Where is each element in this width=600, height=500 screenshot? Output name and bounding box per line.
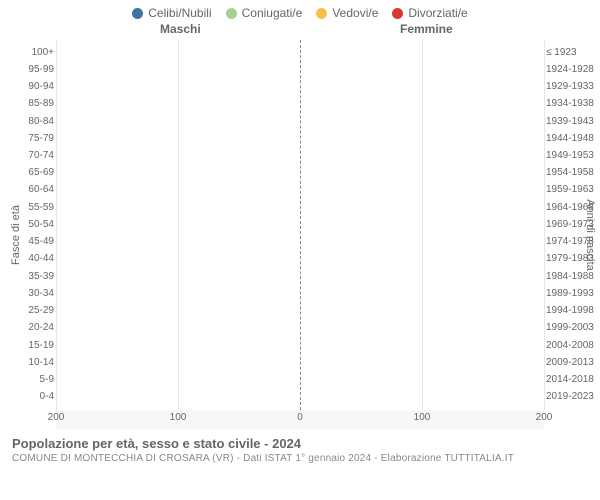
x-axis: 2001000100200 <box>56 410 544 430</box>
birth-year-label: 1969-1973 <box>546 216 600 233</box>
birth-year-label: 1974-1978 <box>546 234 600 251</box>
birth-year-label: 1949-1953 <box>546 147 600 164</box>
pyramid-row <box>56 130 544 147</box>
pyramid-row <box>56 44 544 61</box>
birth-year-label: 1929-1933 <box>546 78 600 95</box>
age-label: 5-9 <box>22 371 54 388</box>
pyramid-row <box>56 285 544 302</box>
birth-year-label: 1924-1928 <box>546 61 600 78</box>
birth-year-label: 1994-1998 <box>546 303 600 320</box>
legend-item: Coniugati/e <box>226 6 303 20</box>
legend-item: Vedovi/e <box>316 6 378 20</box>
chart-container: Celibi/Nubili Coniugati/e Vedovi/e Divorzia… <box>0 0 600 500</box>
pyramid-row <box>56 96 544 113</box>
age-label: 65-69 <box>22 165 54 182</box>
legend-label: Celibi/Nubili <box>148 6 211 20</box>
birth-year-label: 1984-1988 <box>546 268 600 285</box>
x-tick: 100 <box>414 412 431 423</box>
age-label: 50-54 <box>22 216 54 233</box>
legend-label: Divorziati/e <box>408 6 467 20</box>
pyramid-row <box>56 61 544 78</box>
age-label: 0-4 <box>22 389 54 406</box>
pyramid-row <box>56 354 544 371</box>
pyramid-row <box>56 268 544 285</box>
legend-swatch <box>316 8 327 19</box>
birth-year-label: 2009-2013 <box>546 354 600 371</box>
pyramid-row <box>56 78 544 95</box>
x-tick: 200 <box>48 412 65 423</box>
birth-year-label: ≤ 1923 <box>546 44 600 61</box>
female-label: Femmine <box>400 22 453 36</box>
birth-year-label: 2004-2008 <box>546 337 600 354</box>
legend-label: Vedovi/e <box>332 6 378 20</box>
gridline <box>544 40 545 410</box>
age-label: 55-59 <box>22 199 54 216</box>
x-tick: 100 <box>170 412 187 423</box>
x-tick: 200 <box>536 412 553 423</box>
plot-area <box>56 40 544 410</box>
age-label: 80-84 <box>22 113 54 130</box>
legend-label: Coniugati/e <box>242 6 303 20</box>
male-label: Maschi <box>160 22 201 36</box>
birth-year-label: 2019-2023 <box>546 389 600 406</box>
x-tick: 0 <box>297 412 303 423</box>
age-label: 40-44 <box>22 251 54 268</box>
birth-year-label: 2014-2018 <box>546 371 600 388</box>
legend-swatch <box>132 8 143 19</box>
age-label: 20-24 <box>22 320 54 337</box>
pyramid-row <box>56 251 544 268</box>
chart-title: Popolazione per età, sesso e stato civil… <box>12 436 588 451</box>
age-label: 60-64 <box>22 182 54 199</box>
birth-year-label: 1959-1963 <box>546 182 600 199</box>
pyramid-row <box>56 337 544 354</box>
legend-swatch <box>392 8 403 19</box>
pyramid-row <box>56 182 544 199</box>
footer: Popolazione per età, sesso e stato civil… <box>0 430 600 464</box>
pyramid-row <box>56 165 544 182</box>
age-label: 10-14 <box>22 354 54 371</box>
age-label: 75-79 <box>22 130 54 147</box>
pyramid-row <box>56 216 544 233</box>
age-label: 45-49 <box>22 234 54 251</box>
birth-year-label: 1964-1968 <box>546 199 600 216</box>
age-label: 15-19 <box>22 337 54 354</box>
pyramid-row <box>56 303 544 320</box>
pyramid-row <box>56 113 544 130</box>
birth-year-label: 1979-1983 <box>546 251 600 268</box>
birth-year-label: 1939-1943 <box>546 113 600 130</box>
age-label: 85-89 <box>22 96 54 113</box>
age-label: 90-94 <box>22 78 54 95</box>
birth-year-label: 1944-1948 <box>546 130 600 147</box>
age-label: 30-34 <box>22 285 54 302</box>
age-label: 70-74 <box>22 147 54 164</box>
birth-year-label: 1989-1993 <box>546 285 600 302</box>
pyramid-row <box>56 389 544 406</box>
age-label: 100+ <box>22 44 54 61</box>
legend: Celibi/Nubili Coniugati/e Vedovi/e Divorzia… <box>0 0 600 22</box>
pyramid-row <box>56 320 544 337</box>
birth-year-label: 1954-1958 <box>546 165 600 182</box>
age-label: 95-99 <box>22 61 54 78</box>
legend-item: Celibi/Nubili <box>132 6 211 20</box>
age-label: 35-39 <box>22 268 54 285</box>
legend-item: Divorziati/e <box>392 6 467 20</box>
legend-swatch <box>226 8 237 19</box>
pyramid-row <box>56 147 544 164</box>
age-labels: 100+95-9990-9485-8980-8475-7970-7465-696… <box>22 44 54 406</box>
pyramid-row <box>56 199 544 216</box>
birth-year-label: 1934-1938 <box>546 96 600 113</box>
chart-subtitle: COMUNE DI MONTECCHIA DI CROSARA (VR) - D… <box>12 453 588 464</box>
pyramid-row <box>56 234 544 251</box>
pyramid-rows <box>56 44 544 406</box>
gender-labels: Maschi Femmine <box>0 22 600 40</box>
chart-area: Fasce di età Anni di nascita 100+95-9990… <box>56 40 544 430</box>
y-axis-left-title: Fasce di età <box>10 175 22 295</box>
birth-year-labels: ≤ 19231924-19281929-19331934-19381939-19… <box>546 44 600 406</box>
age-label: 25-29 <box>22 303 54 320</box>
birth-year-label: 1999-2003 <box>546 320 600 337</box>
pyramid-row <box>56 371 544 388</box>
